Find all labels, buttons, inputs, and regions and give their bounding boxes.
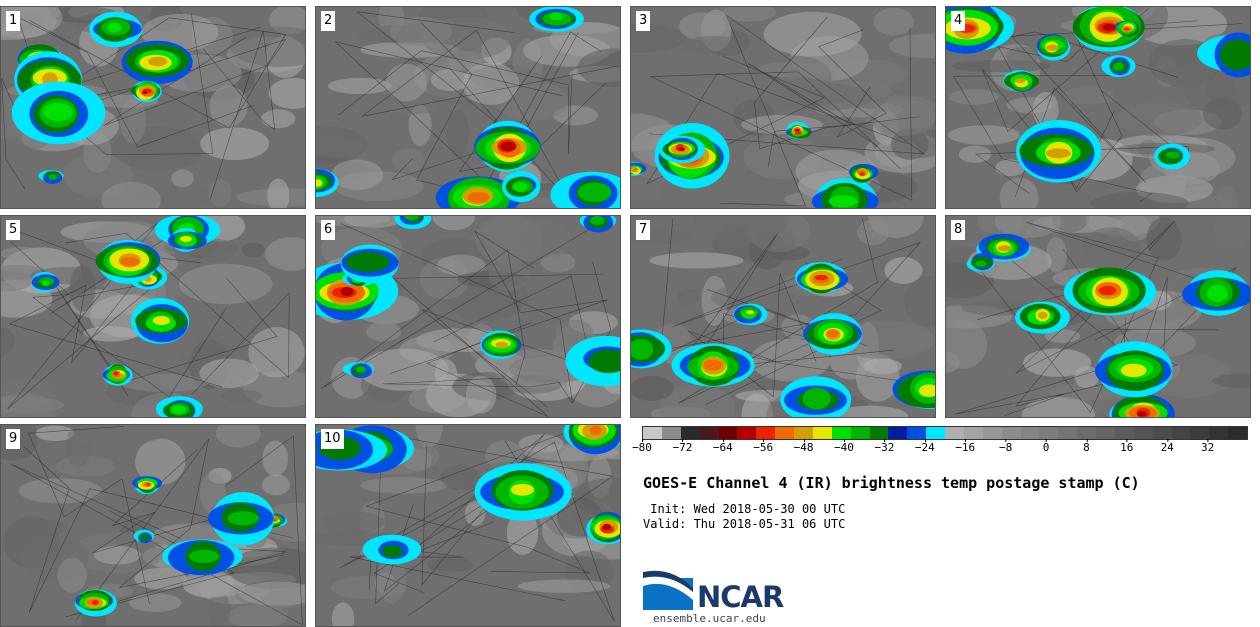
init-time: Init: Wed 2018-05-30 00 UTC <box>643 502 846 516</box>
colorbar-cell <box>756 427 776 439</box>
colorbar-cell <box>794 427 813 439</box>
colorbar-cell <box>1077 427 1096 439</box>
colorbar-cell <box>1096 427 1115 439</box>
postage-stamp-panel-5: 5 <box>0 215 306 418</box>
chart-title: GOES-E Channel 4 (IR) brightness temp po… <box>643 474 1140 492</box>
postage-stamp-panel-8: 8 <box>945 215 1251 418</box>
panel-number-7: 7 <box>636 220 651 240</box>
colorbar-cell <box>869 427 889 439</box>
postage-stamp-panel-1: 1 <box>0 6 306 209</box>
colorbar-tick: −72 <box>672 439 693 454</box>
panel-number-4: 4 <box>951 11 966 31</box>
colorbar-tick: −8 <box>998 439 1013 454</box>
postage-stamp-panel-6: 6 <box>315 215 621 418</box>
colorbar-cell <box>907 427 927 439</box>
colorbar-cell <box>718 427 738 439</box>
site-url: ensemble.ucar.edu <box>653 612 766 625</box>
colorbar-tick: −64 <box>712 439 733 454</box>
ncar-logo-icon <box>643 570 693 610</box>
ir-satellite-map-2 <box>316 7 620 208</box>
postage-stamp-panel-7: 7 <box>630 215 936 418</box>
postage-stamp-panel-10: 10 <box>315 424 621 627</box>
colorbar-cell <box>1001 427 1021 439</box>
colorbar-cell <box>680 427 700 439</box>
panel-number-3: 3 <box>636 11 651 31</box>
panel-number-8: 8 <box>951 220 966 240</box>
ncar-logo-text: NCAR <box>697 580 784 614</box>
colorbar-cell <box>963 427 983 439</box>
panel-number-6: 6 <box>321 220 336 240</box>
colorbar-tick: −16 <box>955 439 976 454</box>
colorbar-cell <box>1190 427 1210 439</box>
panel-number-10: 10 <box>321 429 344 449</box>
colorbar-tick: 16 <box>1120 439 1134 454</box>
colorbar-cell <box>982 427 1002 439</box>
postage-stamp-panel-2: 2 <box>315 6 621 209</box>
colorbar-tick: 24 <box>1160 439 1174 454</box>
colorbar-tick: 0 <box>1042 439 1050 454</box>
panel-number-2: 2 <box>321 11 336 31</box>
colorbar-tick: −40 <box>834 439 854 454</box>
temperature-colorbar <box>642 426 1248 440</box>
panel-number-5: 5 <box>6 220 21 240</box>
colorbar-cell <box>1152 427 1172 439</box>
ir-satellite-map-6 <box>316 216 620 417</box>
ir-satellite-map-10 <box>316 425 620 626</box>
colorbar-cell <box>1058 427 1078 439</box>
colorbar-cell <box>831 427 851 439</box>
colorbar-cell <box>926 427 945 439</box>
postage-stamp-panel-4: 4 <box>945 6 1251 209</box>
colorbar-cell <box>737 427 757 439</box>
ir-satellite-map-8 <box>946 216 1250 417</box>
colorbar-cell <box>812 427 832 439</box>
panel-number-9: 9 <box>6 429 21 449</box>
colorbar-cell <box>850 427 870 439</box>
panel-number-1: 1 <box>6 11 21 31</box>
colorbar-cell <box>1133 427 1153 439</box>
ir-satellite-map-5 <box>1 216 305 417</box>
colorbar-cell <box>1020 427 1040 439</box>
colorbar-cell <box>1114 427 1134 439</box>
colorbar-cell <box>1171 427 1191 439</box>
colorbar-cell <box>661 427 681 439</box>
colorbar-cell <box>888 427 908 439</box>
ir-satellite-map-7 <box>631 216 935 417</box>
colorbar-tick: −80 <box>632 439 652 454</box>
colorbar-tick: −24 <box>914 439 935 454</box>
ir-satellite-map-9 <box>1 425 305 626</box>
colorbar-cell <box>1209 427 1229 439</box>
colorbar-tick: 8 <box>1083 439 1090 454</box>
colorbar-tick: 32 <box>1200 439 1215 454</box>
postage-stamp-panel-9: 9 <box>0 424 306 627</box>
ir-satellite-map-4 <box>946 7 1250 208</box>
valid-time: Valid: Thu 2018-05-31 06 UTC <box>643 517 846 531</box>
colorbar-cell <box>699 427 719 439</box>
colorbar-tick-labels: −80 −72 −64 −56 −48 −40 −32 −24 −16 −8 0 8 16 24 32 <box>632 439 1248 457</box>
ir-satellite-map-3 <box>631 7 935 208</box>
colorbar-tick: −32 <box>874 439 895 454</box>
colorbar-cell <box>945 427 964 439</box>
postage-stamp-panel-3: 3 <box>630 6 936 209</box>
ir-satellite-map-1 <box>1 7 305 208</box>
colorbar-tick: −48 <box>793 439 814 454</box>
colorbar-cell <box>1039 427 1059 439</box>
colorbar-tick: −56 <box>753 439 774 454</box>
colorbar-cell <box>775 427 794 439</box>
colorbar-cell <box>1228 427 1247 439</box>
colorbar-cell <box>643 427 662 439</box>
